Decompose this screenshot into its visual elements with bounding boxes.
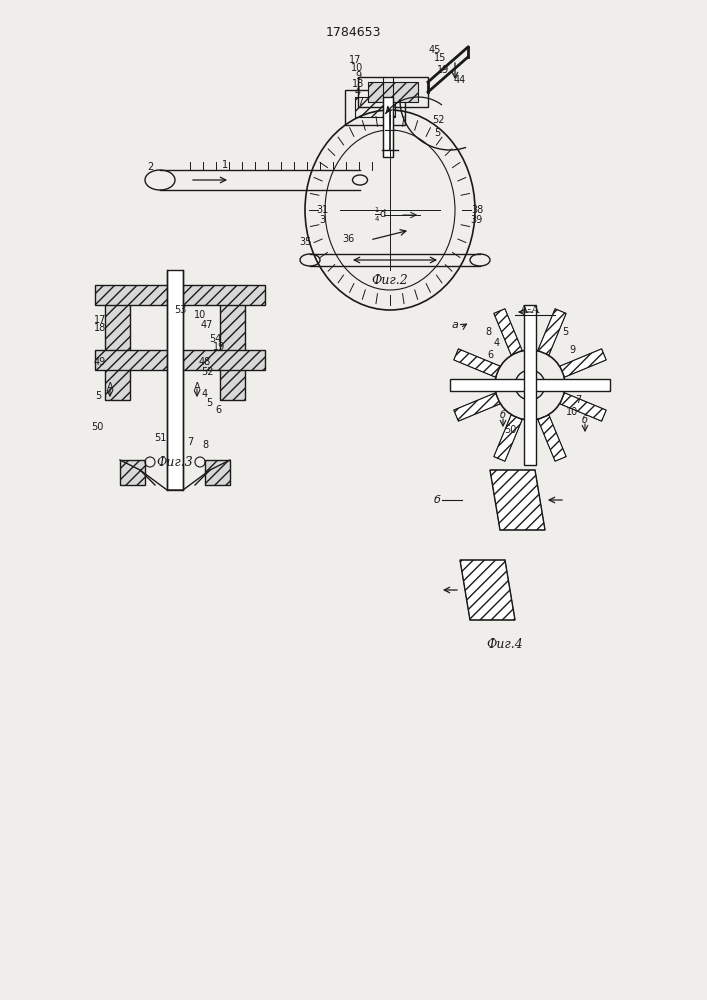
Bar: [120, 460, 145, 485]
Text: 49: 49: [94, 357, 106, 367]
Text: 15: 15: [434, 53, 446, 63]
Bar: [383, 97, 393, 157]
Bar: [450, 379, 610, 391]
Text: 52: 52: [432, 115, 444, 125]
Bar: [368, 82, 418, 102]
Text: 8: 8: [202, 440, 208, 450]
Text: б: б: [582, 415, 588, 425]
Text: 10: 10: [566, 407, 578, 417]
Text: 52: 52: [201, 367, 214, 377]
Bar: [95, 285, 265, 305]
Bar: [105, 300, 130, 400]
Polygon shape: [560, 349, 606, 377]
Bar: [95, 350, 265, 370]
Text: 17: 17: [349, 55, 361, 65]
Text: 2: 2: [147, 162, 153, 172]
Text: 38: 38: [471, 205, 483, 215]
Text: 51: 51: [154, 433, 166, 443]
Text: 17: 17: [94, 315, 106, 325]
Text: 7: 7: [357, 97, 363, 107]
Text: 53: 53: [174, 305, 186, 315]
Bar: [220, 300, 245, 400]
Text: 5: 5: [562, 327, 568, 337]
Text: 39: 39: [470, 215, 482, 225]
Polygon shape: [490, 470, 545, 530]
Polygon shape: [460, 560, 515, 620]
Polygon shape: [538, 309, 566, 355]
Text: A: A: [107, 382, 113, 392]
Text: 5: 5: [206, 398, 212, 408]
Text: А-А: А-А: [520, 305, 540, 315]
Text: 35: 35: [299, 237, 311, 247]
Text: 50: 50: [90, 422, 103, 432]
Polygon shape: [538, 415, 566, 461]
Text: 50: 50: [504, 425, 516, 435]
Polygon shape: [560, 393, 606, 421]
Text: а: а: [452, 320, 458, 330]
Text: 19: 19: [437, 65, 449, 75]
Bar: [358, 77, 428, 107]
Text: 4: 4: [202, 389, 208, 399]
Text: 7: 7: [187, 437, 193, 447]
Circle shape: [525, 380, 535, 390]
Text: 18: 18: [94, 323, 106, 333]
Text: 9: 9: [355, 71, 361, 81]
Text: 4: 4: [494, 338, 500, 348]
Bar: [167, 270, 183, 490]
Text: б: б: [500, 410, 506, 420]
Text: A: A: [194, 382, 200, 392]
Text: $\frac{1}{4}$d: $\frac{1}{4}$d: [373, 206, 387, 224]
Text: 3: 3: [319, 215, 325, 225]
Bar: [524, 305, 536, 465]
Text: 4: 4: [355, 87, 361, 97]
Polygon shape: [494, 415, 522, 461]
Text: 31: 31: [316, 205, 328, 215]
Polygon shape: [494, 309, 522, 355]
Bar: [345, 90, 405, 125]
Text: 5: 5: [434, 128, 440, 138]
Text: 44: 44: [454, 75, 466, 85]
Bar: [205, 460, 230, 485]
Text: 5: 5: [95, 391, 101, 401]
Text: 36: 36: [342, 234, 354, 244]
Text: 18: 18: [352, 79, 364, 89]
Text: 1784653: 1784653: [325, 25, 381, 38]
Text: 10: 10: [351, 63, 363, 73]
Bar: [355, 97, 395, 117]
Text: 6: 6: [215, 405, 221, 415]
Text: 45: 45: [429, 45, 441, 55]
Text: 8: 8: [485, 327, 491, 337]
Text: 9: 9: [569, 345, 575, 355]
Text: 54: 54: [209, 334, 221, 344]
Text: 47: 47: [201, 320, 214, 330]
Text: 7: 7: [575, 395, 581, 405]
Polygon shape: [454, 349, 500, 377]
Text: Фиг.3: Фиг.3: [157, 456, 194, 470]
Text: б: б: [433, 495, 440, 505]
Text: 6: 6: [487, 350, 493, 360]
Polygon shape: [454, 393, 500, 421]
Text: 19: 19: [213, 342, 225, 352]
Text: 10: 10: [194, 310, 206, 320]
Text: 1: 1: [222, 160, 228, 170]
Text: Фиг.2: Фиг.2: [372, 273, 409, 286]
Text: Фиг.4: Фиг.4: [486, 639, 523, 652]
Text: 48: 48: [199, 357, 211, 367]
